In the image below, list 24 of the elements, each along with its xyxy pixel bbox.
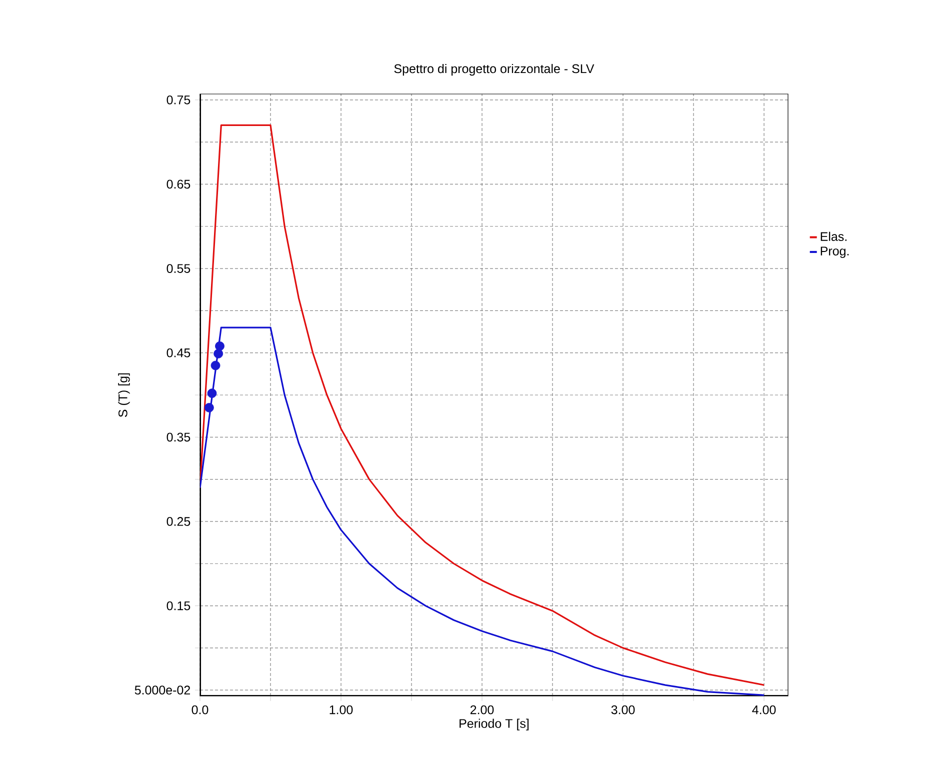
legend-label: Elas. bbox=[820, 232, 846, 241]
point bbox=[204, 402, 214, 412]
y-tick-label: 0.35 bbox=[166, 432, 190, 442]
point bbox=[215, 341, 224, 351]
x-tick-label: 0.0 bbox=[192, 705, 208, 714]
y-tick-label: 0.25 bbox=[166, 517, 190, 526]
x-tick-label: 3.00 bbox=[611, 705, 635, 714]
x-tick-label: 1.00 bbox=[330, 705, 353, 714]
y-tick-label: 0.75 bbox=[166, 95, 190, 104]
x-tick-label: 2.00 bbox=[470, 705, 494, 714]
y-tick-label: 5.000e-02 bbox=[134, 686, 190, 695]
y-tick-label: 0.55 bbox=[166, 264, 190, 273]
y-tick-label: 0.15 bbox=[166, 601, 190, 610]
point bbox=[207, 388, 217, 398]
y-tick-label: 0.65 bbox=[166, 180, 190, 189]
line-series bbox=[200, 326, 765, 696]
chart-title: Spettro di progetto orizzontale - SLV bbox=[394, 64, 594, 76]
y-tick-label: 0.45 bbox=[166, 348, 190, 358]
legend-label: Prog. bbox=[820, 246, 849, 258]
x-tick-label: 4.00 bbox=[752, 705, 776, 714]
x-axis-title: Periodo T [s] bbox=[460, 718, 529, 730]
y-axis-title: S (T) [g] bbox=[118, 373, 130, 417]
point bbox=[210, 360, 220, 370]
line-series bbox=[200, 124, 765, 686]
